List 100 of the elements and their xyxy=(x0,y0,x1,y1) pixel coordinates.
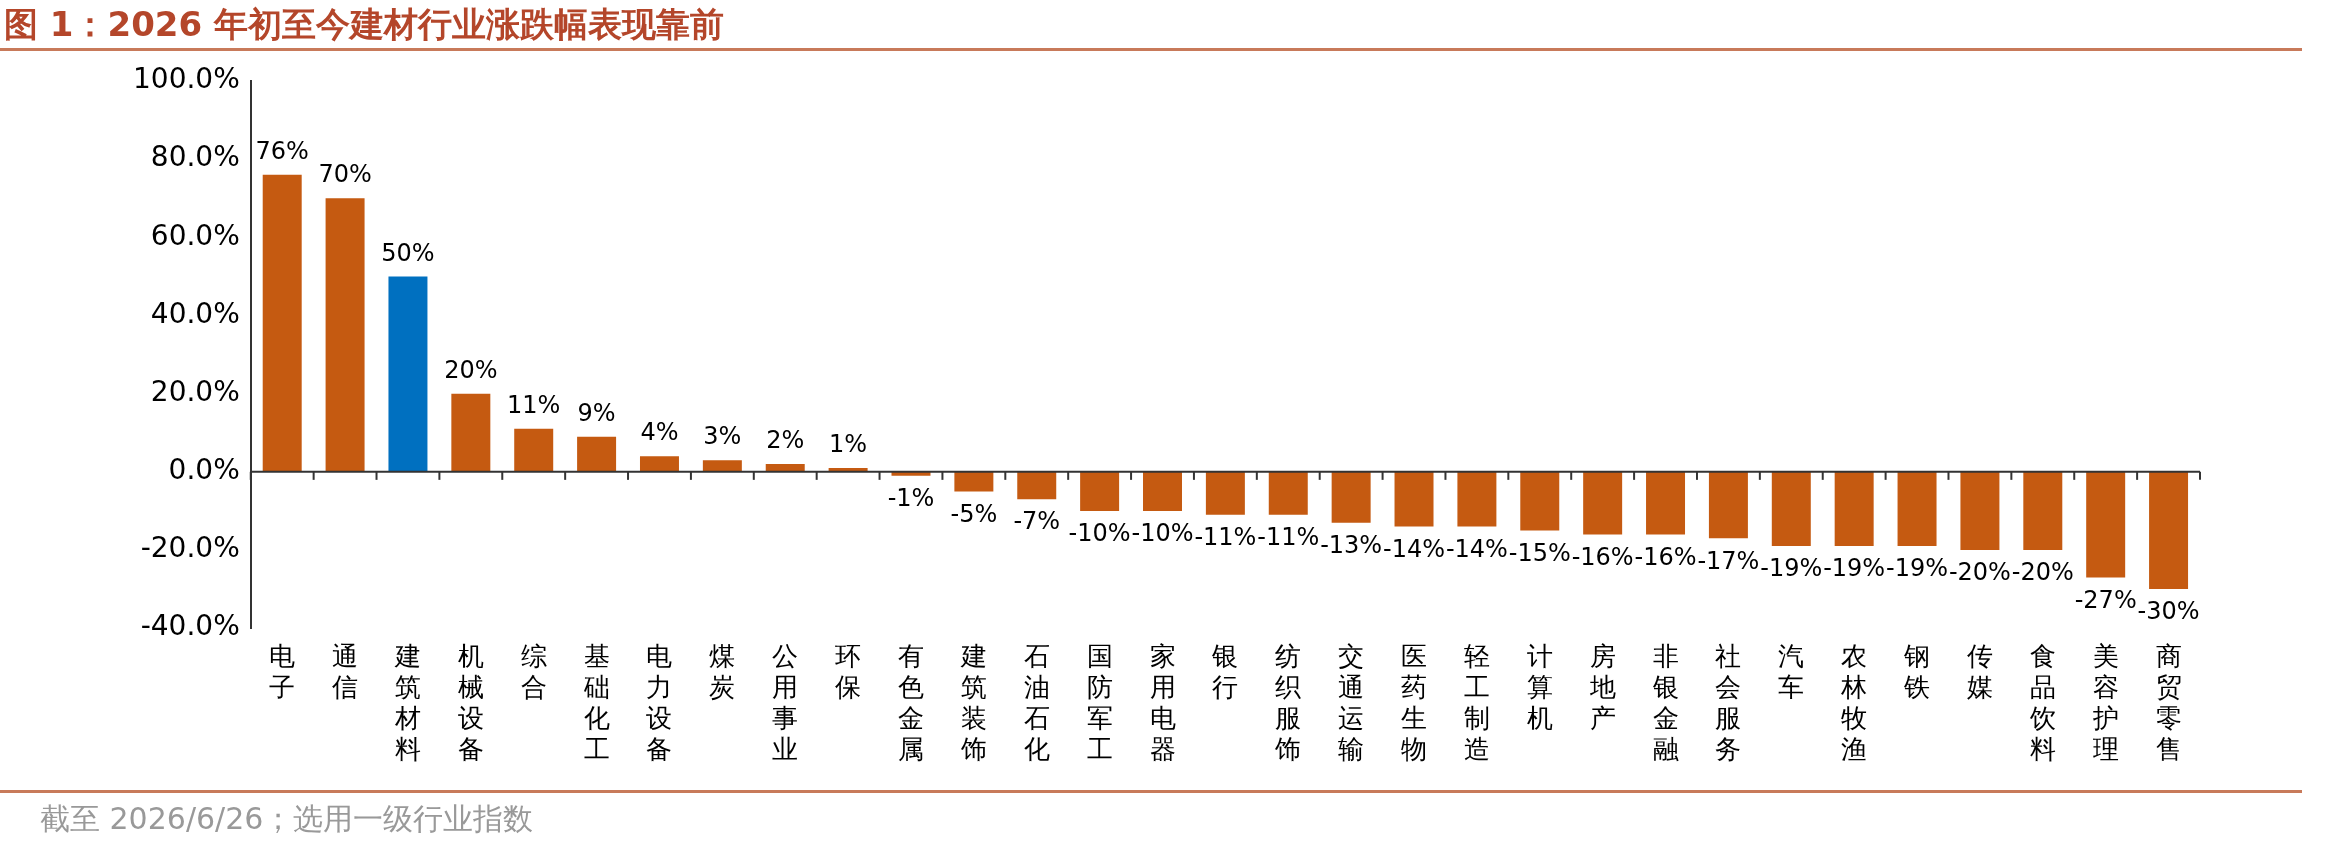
data-label: -16% xyxy=(1634,542,1697,571)
x-tick-label: 机械设备 xyxy=(457,640,484,765)
bar xyxy=(1583,471,1623,535)
bar xyxy=(1205,471,1245,515)
bar xyxy=(1897,471,1937,547)
bar xyxy=(1834,471,1874,547)
x-tick-label: 有色金属 xyxy=(897,640,924,765)
x-tick-label: 房地产 xyxy=(1588,640,1616,733)
x-tick-label: 汽车 xyxy=(1778,640,1805,702)
x-tick-label: 电子 xyxy=(269,640,296,702)
data-label: -10% xyxy=(1068,519,1131,548)
bar xyxy=(1017,471,1057,500)
bar xyxy=(1708,471,1748,539)
bar xyxy=(577,436,617,472)
data-label: -14% xyxy=(1383,534,1446,563)
x-tick-label: 非银金融 xyxy=(1651,640,1679,765)
data-label: 76% xyxy=(255,137,309,166)
y-tick-label: -20.0% xyxy=(140,531,240,565)
bar xyxy=(639,456,679,472)
x-tick-label: 计算机 xyxy=(1526,640,1553,733)
text: 截至 2026/6/26；选用一级行业指数 xyxy=(0,790,2302,840)
x-tick-label: 钢铁 xyxy=(1903,640,1931,702)
data-label: -11% xyxy=(1194,523,1257,552)
x-tick-label: 建筑材料 xyxy=(393,640,421,765)
data-label: -19% xyxy=(1886,554,1949,583)
x-tick-label: 医药生物 xyxy=(1401,640,1428,765)
x-tick-label: 社会服务 xyxy=(1715,640,1742,765)
x-tick-label: 电力设备 xyxy=(646,640,673,765)
x-tick-label: 纺织服饰 xyxy=(1274,640,1302,765)
bar xyxy=(1268,471,1308,515)
data-label: -11% xyxy=(1257,523,1320,552)
data-label: -16% xyxy=(1571,542,1634,571)
data-label: 70% xyxy=(318,160,372,189)
bar xyxy=(451,393,491,472)
data-label: -5% xyxy=(950,499,998,528)
data-label: 11% xyxy=(507,391,561,420)
x-tick-label: 通信 xyxy=(332,640,359,702)
data-label: -1% xyxy=(887,484,935,512)
x-tick-label: 交通运输 xyxy=(1338,640,1365,765)
x-tick-label: 商贸零售 xyxy=(2155,640,2182,765)
bar xyxy=(1394,471,1434,527)
x-tick-label: 建筑装饰 xyxy=(959,640,987,765)
data-label: -20% xyxy=(1948,558,2011,587)
bar xyxy=(2149,471,2189,590)
data-label: 9% xyxy=(577,398,616,427)
bar xyxy=(514,428,554,472)
x-tick-label: 轻工制造 xyxy=(1463,640,1490,765)
data-label: 50% xyxy=(381,238,435,267)
x-tick-label: 公用事业 xyxy=(772,640,799,765)
x-tick-label: 食品饮料 xyxy=(2028,640,2056,765)
x-tick-label: 环保 xyxy=(835,640,862,702)
chart-title: 图 1：2026 年初至今建材行业涨跌幅表现靠前 xyxy=(0,0,2302,51)
y-tick-label: -40.0% xyxy=(140,609,240,643)
data-label: 4% xyxy=(640,418,679,447)
bar xyxy=(388,276,428,472)
bar xyxy=(1771,471,1811,547)
data-label: -15% xyxy=(1508,538,1571,567)
bar xyxy=(325,198,365,472)
data-label: 20% xyxy=(444,355,498,384)
data-label: -14% xyxy=(1445,534,1508,563)
data-label: -10% xyxy=(1131,519,1194,548)
bar xyxy=(1960,471,2000,551)
y-tick-label: 0.0% xyxy=(168,453,240,487)
bar xyxy=(262,174,302,472)
x-tick-label: 石油石化 xyxy=(1023,640,1050,765)
bar xyxy=(1457,471,1497,527)
bar xyxy=(2086,471,2126,578)
x-tick-label: 传媒 xyxy=(1966,640,1993,702)
bar xyxy=(1331,471,1371,523)
bar xyxy=(765,464,805,472)
bar xyxy=(1520,471,1560,531)
x-tick-label: 农林牧渔 xyxy=(1840,640,1868,765)
x-tick-label: 美容护理 xyxy=(2091,640,2119,765)
bar xyxy=(1080,471,1120,511)
x-tick-label: 综合 xyxy=(520,640,547,702)
x-tick-label: 银行 xyxy=(1211,640,1239,702)
data-label: 1% xyxy=(829,430,868,459)
bar xyxy=(1143,471,1182,511)
bar xyxy=(954,471,994,492)
data-label: -17% xyxy=(1697,546,1760,575)
bar xyxy=(1646,471,1686,535)
data-label: -27% xyxy=(2074,585,2137,614)
data-label: 2% xyxy=(766,426,805,455)
x-tick-label: 国防军工 xyxy=(1086,640,1113,765)
bar xyxy=(2023,471,2063,551)
data-label: -7% xyxy=(1013,507,1061,536)
bar xyxy=(702,460,742,472)
y-tick-label: 100.0% xyxy=(133,62,240,96)
data-label: -19% xyxy=(1823,554,1886,583)
data-label: -19% xyxy=(1760,554,1823,583)
data-label: -13% xyxy=(1320,530,1383,559)
y-tick-label: 60.0% xyxy=(150,218,240,252)
data-label: 3% xyxy=(703,422,742,451)
data-label: -30% xyxy=(2137,597,2200,626)
y-tick-label: 80.0% xyxy=(150,140,240,174)
x-tick-label: 煤炭 xyxy=(709,640,736,702)
y-tick-label: 40.0% xyxy=(150,296,240,330)
x-tick-label: 基础化工 xyxy=(582,640,610,765)
x-tick-label: 家用电器 xyxy=(1149,640,1176,765)
data-label: -20% xyxy=(2011,558,2074,587)
